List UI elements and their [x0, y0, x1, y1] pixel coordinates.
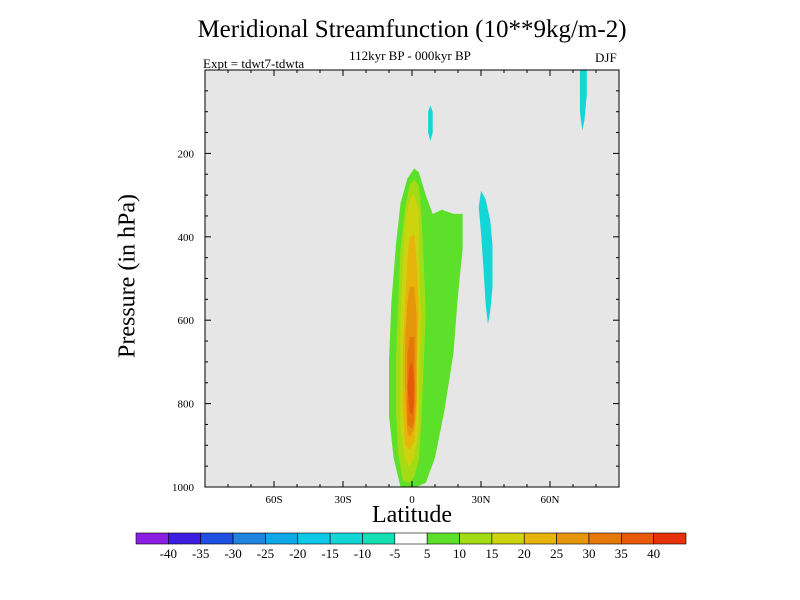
colorbar-swatch	[168, 532, 202, 545]
colorbar-swatch	[265, 532, 299, 545]
colorbar-swatch	[135, 532, 169, 545]
chart-subtitle: 112kyr BP - 000kyr BP	[349, 48, 471, 63]
y-tick-label: 1000	[172, 482, 195, 494]
colorbar-label: 20	[518, 546, 531, 561]
colorbar-label: 40	[647, 546, 660, 561]
colorbar-swatch	[297, 532, 331, 545]
contour-region-9	[428, 105, 433, 141]
contour-region-8	[478, 190, 493, 325]
colorbar-label: -10	[354, 546, 371, 561]
colorbar-label: 15	[485, 546, 498, 561]
colorbar-swatch	[426, 532, 460, 545]
colorbar-label: 30	[582, 546, 595, 561]
y-tick-label: 600	[178, 315, 195, 327]
colorbar-swatch	[620, 532, 654, 545]
chart-title: Meridional Streamfunction (10**9kg/m-2)	[197, 16, 627, 43]
colorbar-label: -15	[321, 546, 338, 561]
colorbar-swatch	[232, 532, 266, 545]
colorbar-label: -35	[192, 546, 209, 561]
colorbar-label: -20	[289, 546, 306, 561]
colorbar-swatch	[459, 532, 493, 545]
x-tick-label: 60N	[541, 494, 560, 506]
colorbar-label: 25	[550, 546, 563, 561]
x-axis-label: Latitude	[372, 502, 452, 528]
colorbar-swatch	[394, 532, 428, 545]
contour-region-7	[407, 361, 415, 417]
experiment-label: Expt = tdwt7-tdwta	[203, 56, 305, 71]
colorbar-label: -25	[257, 546, 274, 561]
colorbar-label: -5	[389, 546, 400, 561]
y-tick-label: 800	[178, 399, 195, 411]
colorbar-label: 35	[615, 546, 628, 561]
colorbar-swatch	[556, 532, 590, 545]
colorbar-swatch	[329, 532, 363, 545]
colorbar-swatch	[200, 532, 234, 545]
colorbar-swatch	[523, 532, 557, 545]
colorbar-swatch	[653, 532, 687, 545]
colorbar-label: -40	[160, 546, 177, 561]
x-tick-label: 30S	[334, 494, 351, 506]
x-tick-label: 0	[409, 494, 415, 506]
colorbar-swatch	[588, 532, 622, 545]
colorbar-swatch	[491, 532, 525, 545]
season-label: DJF	[595, 50, 617, 65]
y-tick-label: 400	[178, 232, 195, 244]
x-tick-label: 30N	[472, 494, 491, 506]
contour-region-10	[579, 70, 587, 131]
colorbar-label: 10	[453, 546, 466, 561]
colorbar-label: 5	[424, 546, 431, 561]
y-tick-label: 200	[178, 148, 195, 160]
colorbar-swatch	[362, 532, 396, 545]
contour-fills	[389, 70, 587, 487]
x-tick-label: 60S	[265, 494, 282, 506]
colorbar-label: -30	[224, 546, 241, 561]
